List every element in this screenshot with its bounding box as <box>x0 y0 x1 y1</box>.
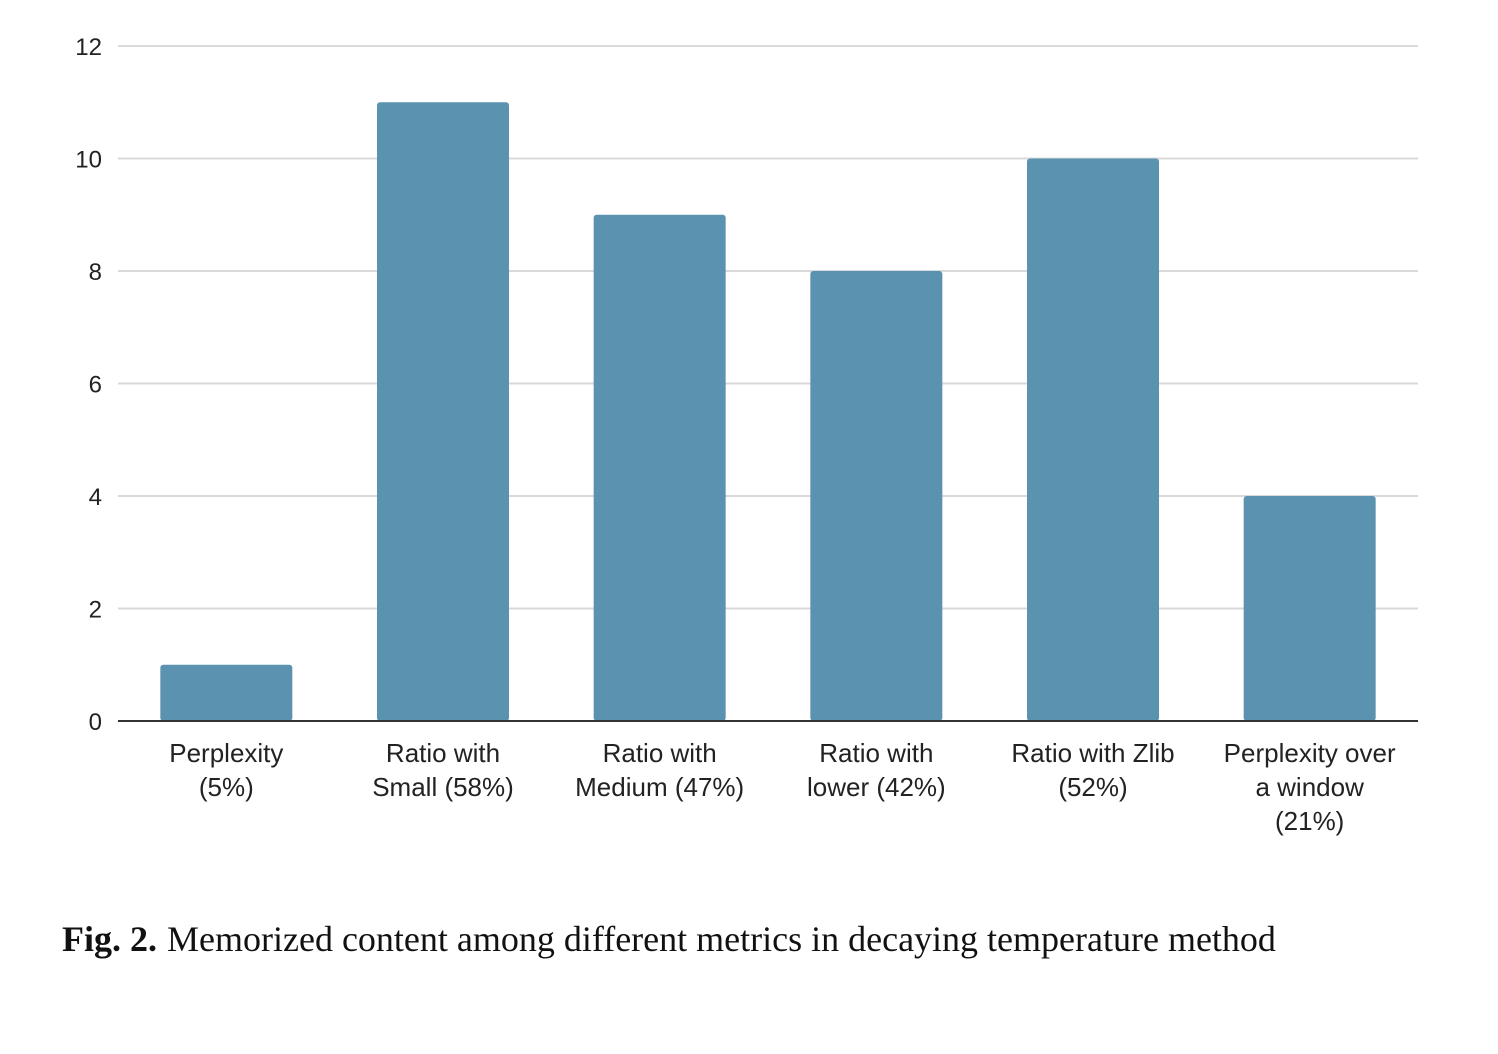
bar <box>1027 158 1159 721</box>
bar <box>593 214 726 721</box>
y-tick-label: 0 <box>89 709 102 736</box>
y-tick-label: 2 <box>89 597 102 624</box>
x-tick-label-line: (52%) <box>1058 772 1127 802</box>
labels: 0 2 4 6 8 10 12 Perplexity (5%) Ratio with Small (… <box>75 34 1396 836</box>
x-tick-label-line: Ratio with Zlib <box>1011 738 1174 768</box>
y-tick-label: 6 <box>89 372 102 399</box>
caption-text: Memorized content among different metric… <box>167 919 1276 959</box>
x-tick-label-line: Medium (47%) <box>575 772 744 802</box>
x-tick-label: Ratio with Medium (47%) <box>575 738 744 802</box>
bar-chart: 0 2 4 6 8 10 12 Perplexity (5%) Ratio with Small (… <box>75 34 1418 836</box>
x-tick-label: Ratio with Zlib (52%) <box>1011 738 1174 802</box>
bar <box>810 271 943 721</box>
bars <box>160 102 1376 721</box>
x-tick-label-line: lower (42%) <box>807 772 946 802</box>
grid-lines <box>118 45 1418 610</box>
y-tick-label: 12 <box>75 34 102 61</box>
x-tick-label-line: Perplexity <box>169 738 283 768</box>
y-tick-label: 4 <box>89 484 102 511</box>
bar <box>160 664 293 721</box>
x-tick-label: Ratio with Small (58%) <box>372 738 514 802</box>
x-tick-label-line: (5%) <box>199 772 254 802</box>
x-tick-label: Ratio with lower (42%) <box>807 738 946 802</box>
y-tick-label: 8 <box>89 259 102 286</box>
x-tick-label-line: a window <box>1255 772 1364 802</box>
bar <box>1243 496 1376 721</box>
x-tick-label: Perplexity over a window (21%) <box>1224 738 1396 836</box>
x-tick-label-line: Perplexity over <box>1224 738 1396 768</box>
x-tick-label-line: Ratio with <box>386 738 500 768</box>
x-tick-label-line: (21%) <box>1275 806 1344 836</box>
x-tick-label-line: Ratio with <box>819 738 933 768</box>
x-tick-label-line: Small (58%) <box>372 772 514 802</box>
figure-caption: Fig. 2. Memorized content among different… <box>62 918 1482 960</box>
caption-label: Fig. 2. <box>62 919 157 959</box>
x-tick-label: Perplexity (5%) <box>169 738 283 802</box>
y-tick-label: 10 <box>75 147 102 174</box>
x-tick-label-line: Ratio with <box>603 738 717 768</box>
bar <box>377 102 509 721</box>
